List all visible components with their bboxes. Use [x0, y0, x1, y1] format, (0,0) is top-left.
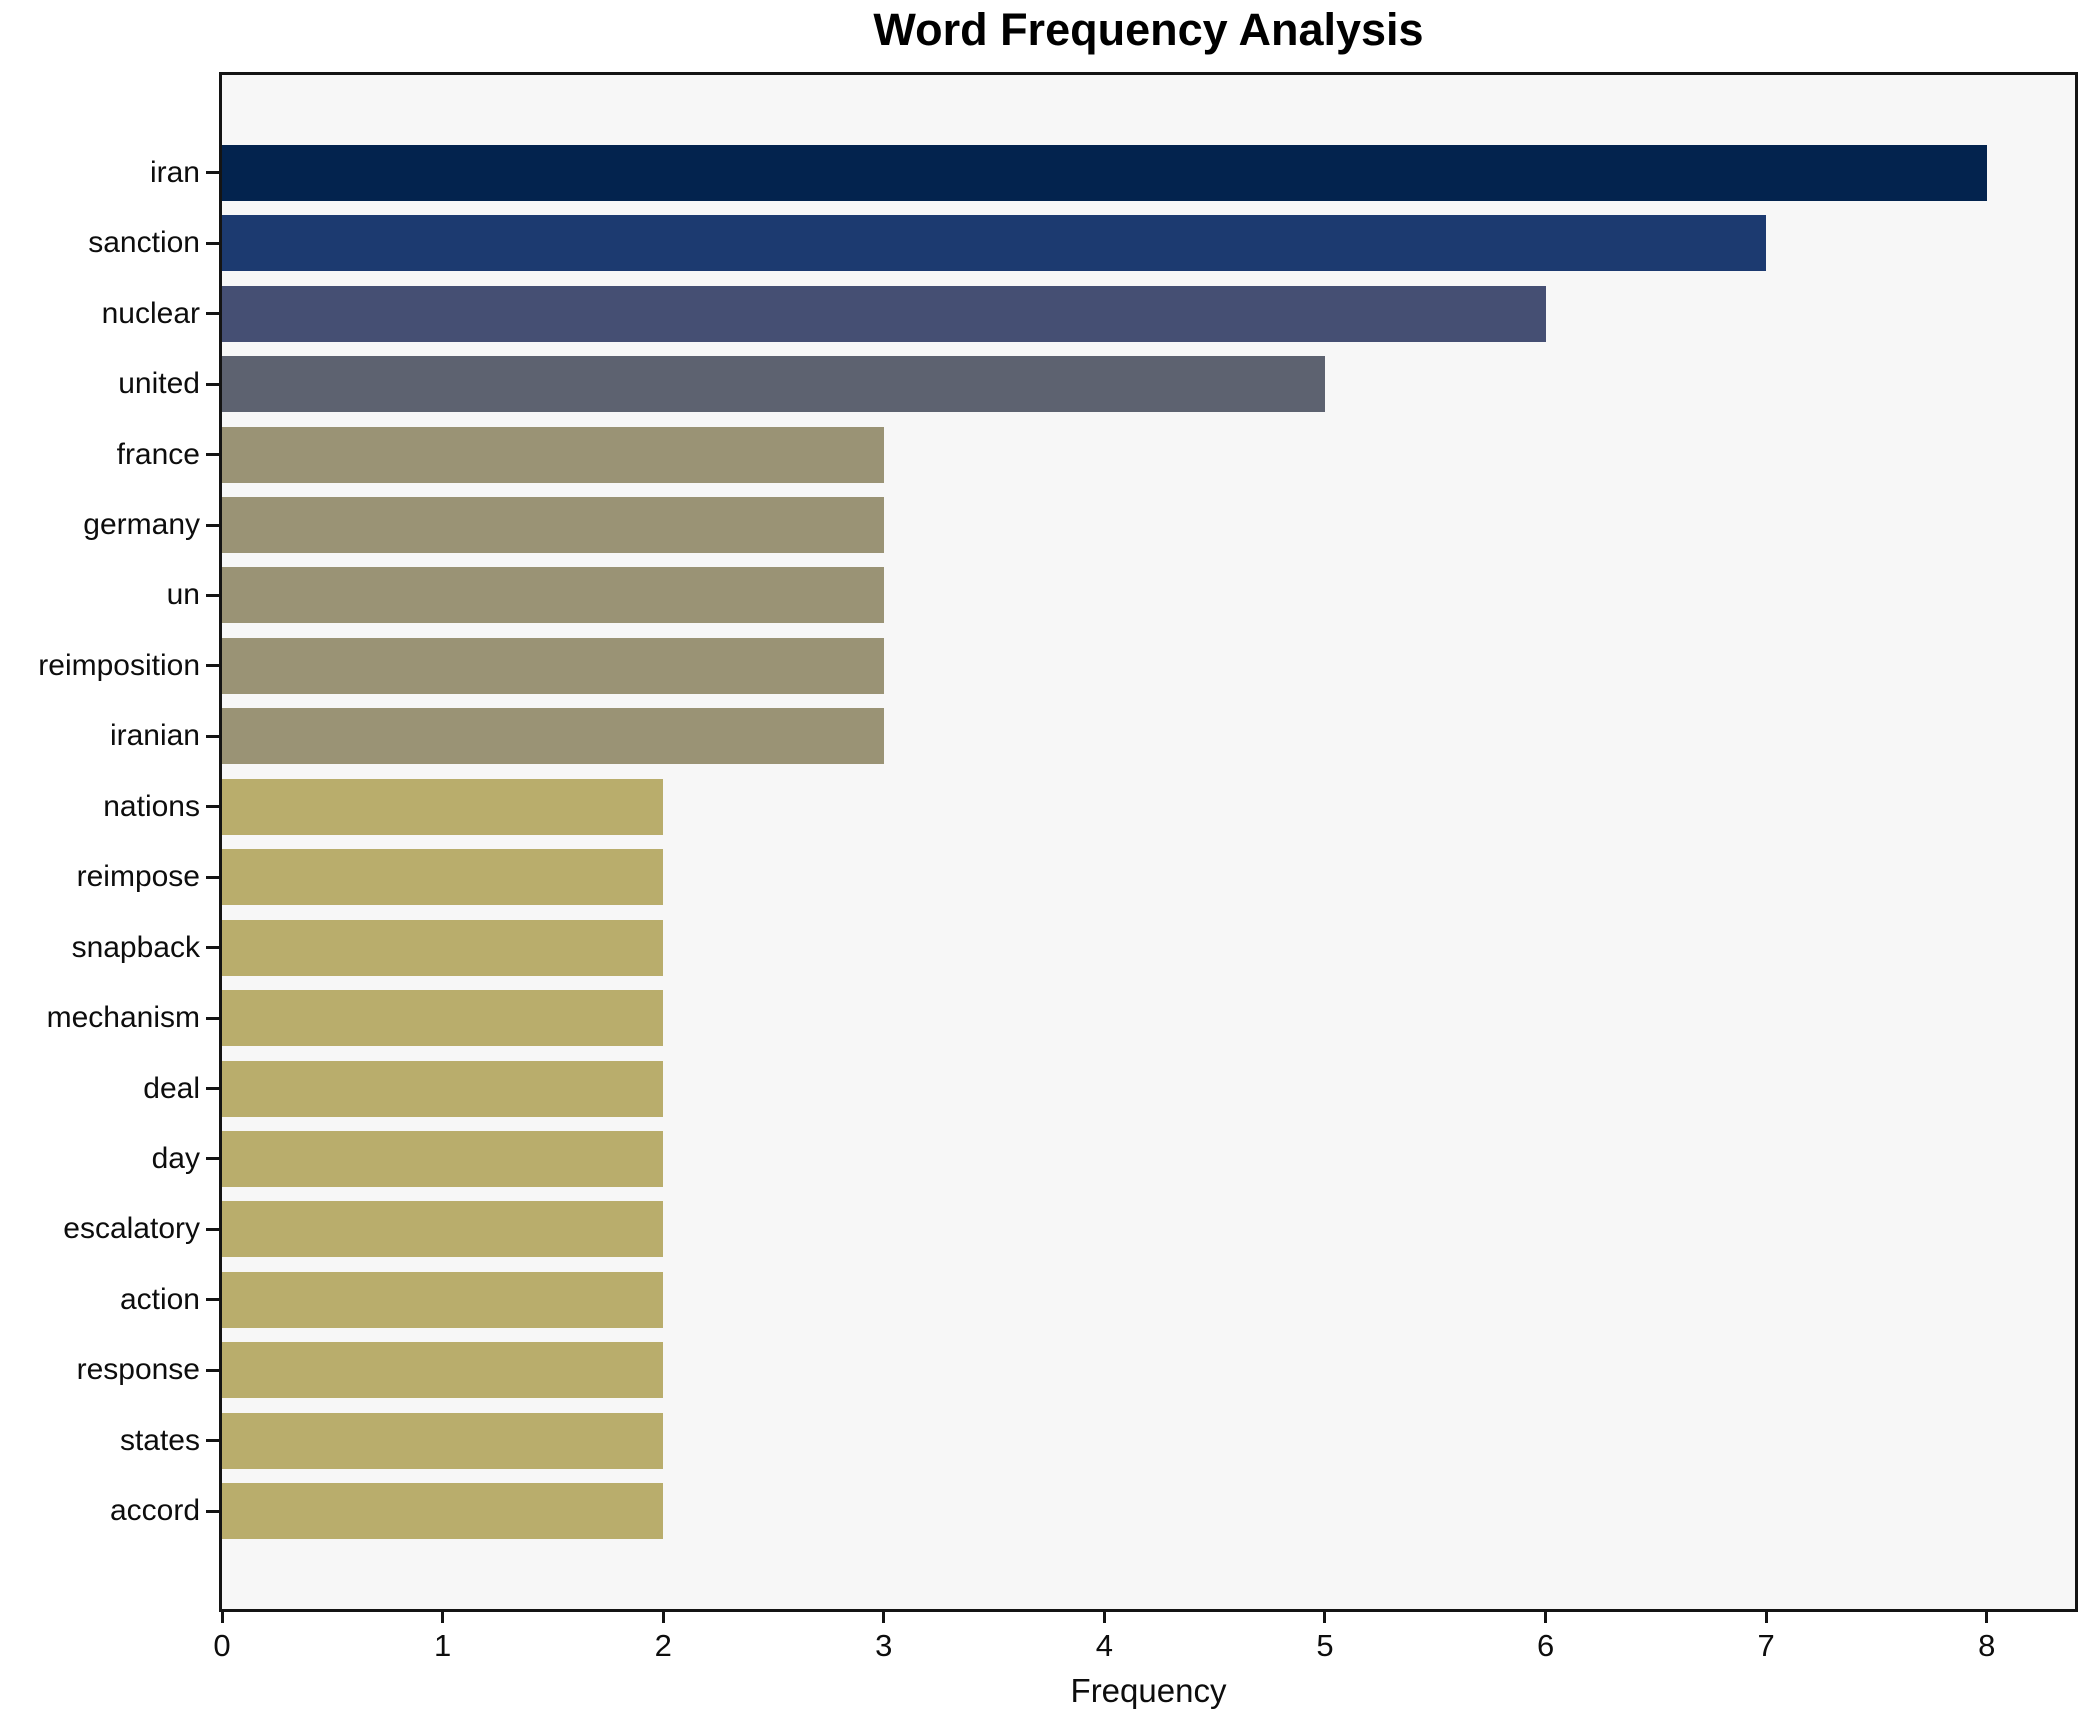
x-tick-2 [661, 1612, 665, 1623]
bar-day [222, 1130, 664, 1187]
y-label-reimposition: reimposition [38, 648, 200, 682]
bar-un [222, 567, 884, 624]
x-tick-label-6: 6 [1536, 1628, 1555, 1663]
bar-iranian [222, 708, 884, 765]
bar-escalatory [222, 1201, 664, 1258]
y-label-iranian: iranian [109, 719, 200, 753]
y-tick-sanction [206, 241, 219, 245]
x-tick-5 [1323, 1612, 1327, 1623]
x-tick-3 [882, 1612, 886, 1623]
bar-mechanism [222, 990, 664, 1047]
y-label-day: day [151, 1141, 200, 1175]
y-tick-mechanism [206, 1016, 219, 1020]
y-tick-nations [206, 805, 219, 809]
y-label-sanction: sanction [88, 226, 200, 260]
bar-reimpose [222, 849, 664, 906]
y-label-nations: nations [103, 789, 200, 823]
y-label-reimpose: reimpose [76, 860, 200, 894]
x-tick-label-3: 3 [875, 1628, 893, 1663]
y-tick-deal [206, 1087, 219, 1090]
y-label-deal: deal [143, 1071, 200, 1105]
y-tick-france [206, 453, 219, 457]
bar-france [222, 426, 884, 483]
y-tick-nuclear [206, 312, 219, 316]
x-tick-label-8: 8 [1978, 1628, 1996, 1663]
x-tick-6 [1544, 1612, 1548, 1623]
x-tick-label-1: 1 [433, 1628, 452, 1663]
x-axis-title: Frequency [1070, 1672, 1227, 1709]
bar-nuclear [222, 285, 1546, 342]
bar-nations [222, 778, 664, 835]
y-tick-accord [206, 1509, 219, 1513]
y-tick-iran [206, 171, 219, 175]
bar-reimposition [222, 637, 884, 694]
bar-deal [222, 1060, 664, 1117]
y-tick-states [206, 1439, 219, 1443]
x-tick-0 [220, 1612, 224, 1623]
bar-sanction [222, 215, 1767, 272]
y-label-mechanism: mechanism [46, 1001, 200, 1035]
y-label-germany: germany [83, 508, 200, 542]
x-tick-label-4: 4 [1095, 1628, 1113, 1663]
y-tick-escalatory [206, 1227, 219, 1231]
bar-snapback [222, 919, 664, 976]
y-label-iran: iran [149, 155, 200, 189]
y-tick-iranian [206, 734, 219, 738]
bar-united [222, 356, 1325, 413]
bar-germany [222, 497, 884, 554]
bar-states [222, 1412, 664, 1469]
x-tick-label-2: 2 [654, 1628, 672, 1663]
x-tick-7 [1764, 1612, 1768, 1623]
y-label-united: united [118, 367, 200, 401]
y-label-escalatory: escalatory [63, 1212, 200, 1246]
plot-area [219, 72, 2078, 1612]
y-label-response: response [76, 1353, 200, 1387]
y-tick-united [206, 382, 219, 386]
bar-response [222, 1342, 664, 1399]
bar-action [222, 1271, 664, 1328]
x-tick-8 [1985, 1612, 1989, 1623]
y-tick-reimposition [206, 664, 219, 668]
bar-accord [222, 1483, 664, 1540]
y-label-nuclear: nuclear [101, 296, 200, 330]
y-tick-reimpose [206, 875, 219, 879]
x-tick-label-0: 0 [213, 1628, 231, 1663]
x-tick-1 [441, 1612, 445, 1623]
y-tick-action [206, 1298, 219, 1302]
x-tick-4 [1102, 1612, 1106, 1623]
y-label-snapback: snapback [71, 930, 200, 964]
bar-iran [222, 144, 1987, 201]
y-tick-un [206, 593, 219, 597]
x-tick-label-5: 5 [1316, 1628, 1334, 1663]
y-label-un: un [166, 578, 200, 612]
y-label-action: action [119, 1282, 200, 1316]
y-tick-response [206, 1368, 219, 1372]
y-tick-day [206, 1157, 219, 1161]
y-label-accord: accord [109, 1494, 200, 1528]
x-tick-label-7: 7 [1757, 1628, 1775, 1663]
y-label-states: states [119, 1423, 200, 1457]
y-label-france: france [116, 437, 200, 471]
chart-title: Word Frequency Analysis [873, 4, 1424, 55]
y-tick-germany [206, 523, 219, 527]
y-tick-snapback [206, 946, 219, 950]
